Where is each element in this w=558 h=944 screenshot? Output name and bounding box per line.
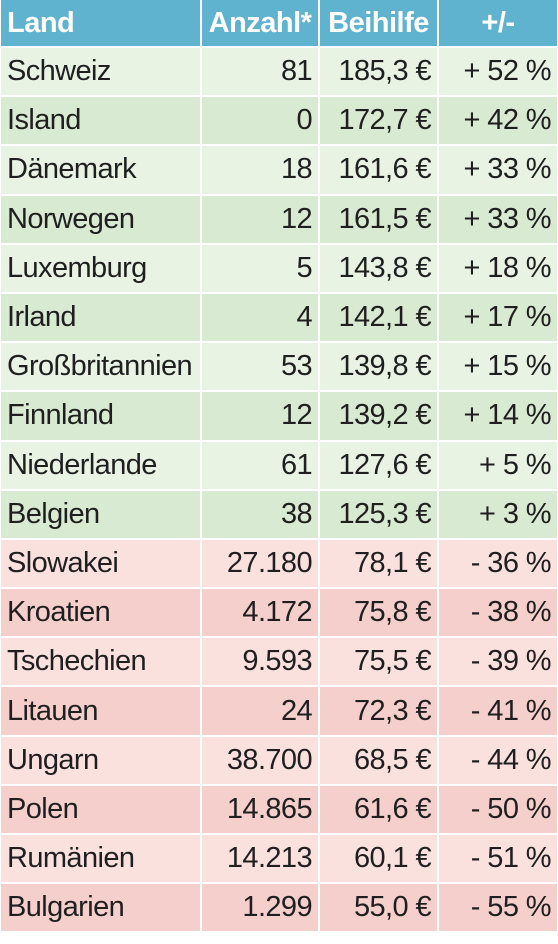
cell-land: Norwegen	[1, 194, 202, 245]
header-anzahl: Anzahl*	[201, 0, 320, 48]
table-row: Dänemark 18 161,6 € + 33 %	[1, 145, 557, 196]
table-row: Großbritannien 53 139,8 € + 15 %	[1, 342, 557, 393]
cell-change: + 3 %	[438, 489, 557, 540]
cell-land: Belgien	[1, 489, 202, 540]
cell-change: + 14 %	[438, 391, 557, 442]
cell-anzahl: 9.593	[201, 637, 320, 688]
cell-land: Rumänien	[1, 834, 202, 885]
cell-beihilfe: 75,8 €	[319, 588, 439, 639]
cell-anzahl: 38.700	[201, 735, 320, 786]
cell-beihilfe: 125,3 €	[319, 489, 439, 540]
cell-change: + 33 %	[438, 194, 557, 245]
cell-anzahl: 5	[201, 243, 320, 294]
cell-change: + 15 %	[438, 342, 557, 393]
cell-anzahl: 1.299	[201, 883, 320, 934]
cell-land: Großbritannien	[1, 342, 202, 393]
cell-change: - 51 %	[438, 834, 557, 885]
cell-beihilfe: 142,1 €	[319, 292, 439, 344]
cell-anzahl: 18	[201, 145, 320, 196]
table-row: Belgien 38 125,3 € + 3 %	[1, 489, 557, 540]
cell-anzahl: 4	[201, 292, 320, 344]
cell-land: Litauen	[1, 686, 202, 737]
cell-change: + 5 %	[438, 440, 557, 491]
cell-beihilfe: 139,2 €	[319, 391, 439, 442]
table-row: Norwegen 12 161,5 € + 33 %	[1, 194, 557, 245]
cell-change: - 39 %	[438, 637, 557, 688]
table-row: Bulgarien 1.299 55,0 € - 55 %	[1, 883, 557, 934]
table-row: Niederlande 61 127,6 € + 5 %	[1, 440, 557, 491]
cell-beihilfe: 143,8 €	[319, 243, 439, 294]
cell-anzahl: 4.172	[201, 588, 320, 639]
cell-anzahl: 38	[201, 489, 320, 540]
cell-beihilfe: 75,5 €	[319, 637, 439, 688]
table-row: Kroatien 4.172 75,8 € - 38 %	[1, 588, 557, 639]
cell-beihilfe: 185,3 €	[319, 47, 439, 98]
cell-beihilfe: 78,1 €	[319, 538, 439, 590]
cell-beihilfe: 161,5 €	[319, 194, 439, 245]
cell-change: - 38 %	[438, 588, 557, 639]
cell-change: + 52 %	[438, 47, 557, 98]
cell-anzahl: 0	[201, 96, 320, 147]
cell-anzahl: 53	[201, 342, 320, 393]
cell-change: - 41 %	[438, 686, 557, 737]
cell-land: Slowakei	[1, 538, 202, 590]
cell-land: Bulgarien	[1, 883, 202, 934]
header-beihilfe: Beihilfe	[319, 0, 439, 48]
cell-beihilfe: 127,6 €	[319, 440, 439, 491]
cell-land: Finnland	[1, 391, 202, 442]
cell-anzahl: 81	[201, 47, 320, 98]
cell-anzahl: 14.865	[201, 784, 320, 836]
cell-beihilfe: 172,7 €	[319, 96, 439, 147]
cell-anzahl: 14.213	[201, 834, 320, 885]
table-row: Polen 14.865 61,6 € - 50 %	[1, 784, 557, 836]
cell-anzahl: 24	[201, 686, 320, 737]
cell-change: + 17 %	[438, 292, 557, 344]
cell-anzahl: 12	[201, 194, 320, 245]
cell-change: - 44 %	[438, 735, 557, 786]
cell-beihilfe: 161,6 €	[319, 145, 439, 196]
table-row: Ungarn 38.700 68,5 € - 44 %	[1, 735, 557, 786]
cell-change: + 18 %	[438, 243, 557, 294]
table-row: Schweiz 81 185,3 € + 52 %	[1, 47, 557, 98]
cell-beihilfe: 60,1 €	[319, 834, 439, 885]
cell-land: Schweiz	[1, 47, 202, 98]
table-row: Tschechien 9.593 75,5 € - 39 %	[1, 637, 557, 688]
cell-beihilfe: 72,3 €	[319, 686, 439, 737]
cell-land: Luxemburg	[1, 243, 202, 294]
cell-beihilfe: 139,8 €	[319, 342, 439, 393]
table-row: Rumänien 14.213 60,1 € - 51 %	[1, 834, 557, 885]
cell-anzahl: 12	[201, 391, 320, 442]
cell-beihilfe: 68,5 €	[319, 735, 439, 786]
cell-change: - 50 %	[438, 784, 557, 836]
cell-change: - 55 %	[438, 883, 557, 934]
table-row: Finnland 12 139,2 € + 14 %	[1, 391, 557, 442]
header-change: +/-	[438, 0, 557, 48]
cell-anzahl: 27.180	[201, 538, 320, 590]
table-row: Irland 4 142,1 € + 17 %	[1, 292, 557, 344]
table-row: Luxemburg 5 143,8 € + 18 %	[1, 243, 557, 294]
cell-land: Dänemark	[1, 145, 202, 196]
table-body: Schweiz 81 185,3 € + 52 % Island 0 172,7 € + 42…	[1, 47, 557, 934]
cell-land: Ungarn	[1, 735, 202, 786]
cell-change: + 33 %	[438, 145, 557, 196]
cell-land: Tschechien	[1, 637, 202, 688]
cell-land: Irland	[1, 292, 202, 344]
cell-land: Kroatien	[1, 588, 202, 639]
cell-anzahl: 61	[201, 440, 320, 491]
cell-land: Niederlande	[1, 440, 202, 491]
cell-beihilfe: 61,6 €	[319, 784, 439, 836]
cell-land: Polen	[1, 784, 202, 836]
table-row: Litauen 24 72,3 € - 41 %	[1, 686, 557, 737]
header-row: Land Anzahl* Beihilfe +/-	[1, 0, 557, 48]
header-land: Land	[1, 0, 202, 48]
table-row: Island 0 172,7 € + 42 %	[1, 96, 557, 147]
table-header: Land Anzahl* Beihilfe +/-	[1, 0, 557, 48]
table-row: Slowakei 27.180 78,1 € - 36 %	[1, 538, 557, 590]
cell-change: + 42 %	[438, 96, 557, 147]
cell-change: - 36 %	[438, 538, 557, 590]
cell-land: Island	[1, 96, 202, 147]
cell-beihilfe: 55,0 €	[319, 883, 439, 934]
